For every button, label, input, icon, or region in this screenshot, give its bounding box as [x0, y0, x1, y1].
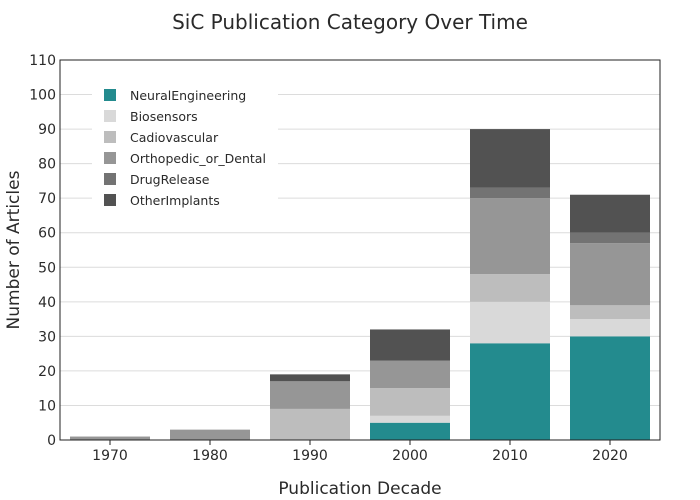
y-tick-label: 0	[47, 433, 56, 449]
chart-title: SiC Publication Category Over Time	[172, 10, 528, 34]
bar-segment-orthopedic-or-dental	[470, 198, 550, 275]
x-axis-ticks: 1970 1980 1990 2000 2010 2020	[92, 440, 628, 464]
bar-segment-biosensors	[570, 319, 650, 337]
y-tick-label: 40	[38, 295, 56, 311]
x-tick-label: 2010	[492, 448, 528, 464]
bar-segment-orthopedic-or-dental	[70, 436, 150, 440]
bars	[70, 129, 650, 440]
legend-label: Biosensors	[130, 109, 198, 124]
legend-background	[92, 82, 278, 214]
legend-label: Orthopedic_or_Dental	[130, 151, 266, 166]
bar-segment-cadiovascular	[570, 305, 650, 320]
x-tick-label: 1970	[92, 448, 128, 464]
bar-segment-biosensors	[470, 301, 550, 344]
bar-segment-neuralengineering	[570, 336, 650, 440]
bar-segment-orthopedic-or-dental	[170, 429, 250, 440]
y-axis-ticks: 0 10 20 30 40 50 60 70 80 90 100 110	[29, 53, 56, 449]
bar-segment-neuralengineering	[470, 343, 550, 440]
x-tick-label: 2000	[392, 448, 428, 464]
bar-segment-orthopedic-or-dental	[270, 381, 350, 409]
bar-segment-neuralengineering	[370, 422, 450, 440]
bar-segment-orthopedic-or-dental	[370, 360, 450, 389]
legend-label: DrugRelease	[130, 172, 210, 187]
y-tick-label: 110	[29, 53, 56, 69]
y-tick-label: 10	[38, 398, 56, 414]
y-axis-title: Number of Articles	[4, 170, 24, 329]
bar-segment-cadiovascular	[270, 408, 350, 440]
legend: NeuralEngineering Biosensors Cadiovascular…	[92, 82, 278, 214]
x-axis-title: Publication Decade	[278, 479, 441, 499]
bar-segment-otherimplants	[270, 374, 350, 382]
legend-swatch	[104, 173, 116, 185]
x-tick-label: 1980	[192, 448, 228, 464]
bar-segment-orthopedic-or-dental	[570, 243, 650, 306]
plot-frame	[59, 59, 661, 441]
bar-segment-biosensors	[370, 415, 450, 423]
y-tick-label: 90	[38, 122, 56, 138]
bar-segment-otherimplants	[570, 194, 650, 233]
legend-label: Cadiovascular	[130, 130, 219, 145]
legend-label: NeuralEngineering	[130, 88, 246, 103]
bar-segment-cadiovascular	[470, 274, 550, 302]
x-tick-label: 2020	[592, 448, 628, 464]
bar-segment-otherimplants	[470, 129, 550, 188]
y-tick-label: 80	[38, 157, 56, 173]
legend-swatch	[104, 152, 116, 164]
y-tick-label: 50	[38, 260, 56, 276]
bar-segment-drugrelease	[470, 187, 550, 199]
y-tick-label: 100	[29, 88, 56, 104]
legend-swatch	[104, 89, 116, 101]
legend-swatch	[104, 110, 116, 122]
x-tick-label: 1990	[292, 448, 328, 464]
y-tick-label: 60	[38, 226, 56, 242]
y-tick-label: 20	[38, 364, 56, 380]
bar-segment-otherimplants	[370, 329, 450, 361]
bar-segment-cadiovascular	[370, 388, 450, 416]
bar-segment-drugrelease	[570, 232, 650, 244]
legend-swatch	[104, 131, 116, 143]
legend-swatch	[104, 194, 116, 206]
y-tick-label: 70	[38, 191, 56, 207]
y-tick-label: 30	[38, 329, 56, 345]
legend-label: OtherImplants	[130, 193, 220, 208]
